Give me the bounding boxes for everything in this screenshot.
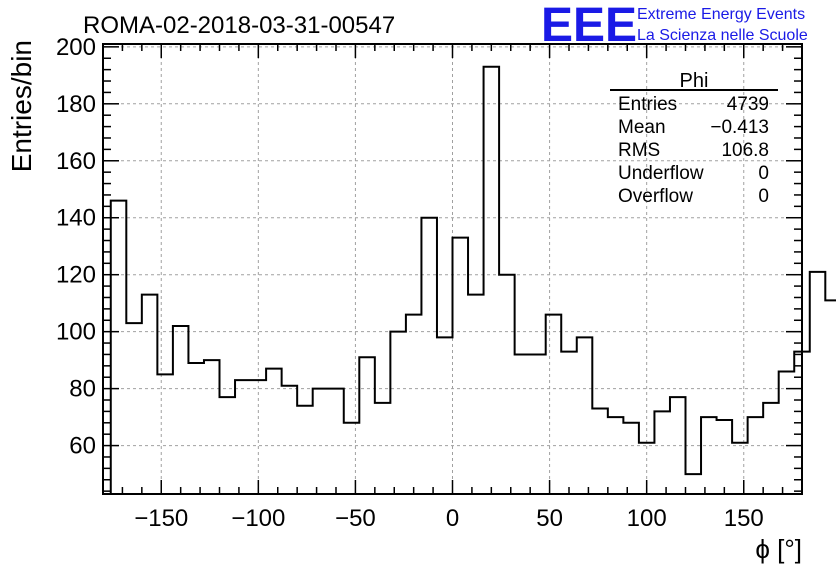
y-tick-label: 100 [56,319,96,346]
stats-row-label: Overflow [618,186,693,207]
y-tick-label: 200 [56,34,96,61]
stats-row-value: 106.8 [721,140,769,161]
x-axis-label: ϕ [°] [755,534,802,564]
eee-logo-line2: La Scienza nelle Scuole [637,27,808,44]
stats-box-title: Phi [680,70,709,92]
stats-row-value: 4739 [727,94,769,115]
y-tick-labels: 60 80 100 120 140 160 180 200 [56,34,96,460]
x-tick-label: −100 [231,505,285,532]
y-tick-label: 60 [69,433,96,460]
x-tick-label: −150 [134,505,188,532]
stats-row-value: 0 [758,186,769,207]
chart-title: ROMA-02-2018-03-31-00547 [83,12,395,39]
grid-lines [103,44,802,494]
stats-box: Phi Entries 4739 Mean −0.413 RMS 106.8 Underfl… [610,70,778,207]
eee-logo-mark: EEE [541,0,637,52]
y-tick-label: 140 [56,205,96,232]
y-tick-label: 80 [69,376,96,403]
stats-row-label: RMS [618,140,660,161]
eee-logo-line1: Extreme Energy Events [637,6,805,23]
x-tick-label: 50 [536,505,563,532]
x-tick-labels: −150 −100 −50 0 50 100 150 [134,505,764,532]
histogram-outline [109,65,836,494]
y-tick-label: 120 [56,262,96,289]
stats-row-label: Mean [618,117,666,138]
x-tick-label: 100 [627,505,667,532]
y-tick-label: 160 [56,148,96,175]
x-tick-label: 150 [724,505,764,532]
stats-row-label: Underflow [618,163,704,184]
y-axis-label: Entries/bin [6,40,37,172]
axis-ticks [102,44,803,494]
x-tick-label: −50 [335,505,376,532]
stats-row-value: −0.413 [710,117,769,138]
eee-logo: EEE Extreme Energy Events La Scienza nel… [541,0,808,52]
stats-row-value: 0 [758,163,769,184]
stats-row-label: Entries [618,94,677,115]
x-tick-label: 0 [446,505,459,532]
y-tick-label: 180 [56,91,96,118]
stats-box-rows: Entries 4739 Mean −0.413 RMS 106.8 Underflow 0 O… [618,94,769,207]
